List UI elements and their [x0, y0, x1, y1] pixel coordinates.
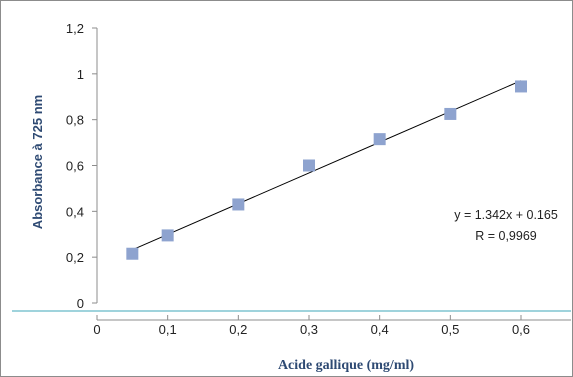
correlation-value: R = 0,9969 [475, 229, 537, 243]
y-tick-marks [92, 27, 97, 304]
data-point [126, 247, 139, 260]
data-points [126, 80, 527, 260]
x-tick-label: 0,1 [159, 322, 177, 337]
data-point [515, 80, 527, 93]
y-tick-label: 0,6 [66, 159, 84, 174]
y-tick-label: 1,2 [66, 21, 84, 36]
x-tick-label: 0,6 [512, 322, 530, 337]
x-tick-label: 0 [93, 322, 100, 337]
trendline-equation: y = 1.342x + 0.165 [454, 208, 558, 222]
data-point [303, 159, 315, 172]
y-tick-label: 0 [77, 296, 84, 311]
x-tick-label: 0,3 [300, 322, 318, 337]
x-axis-title: Acide gallique (mg/ml) [278, 358, 414, 373]
y-tick-label: 0,2 [66, 250, 84, 265]
data-point [373, 133, 386, 146]
x-tick-label: 0,4 [371, 322, 389, 337]
x-tick-marks [96, 315, 522, 320]
y-tick-label: 0,4 [66, 204, 84, 219]
y-tick-label: 0,8 [66, 113, 84, 128]
x-tick-labels: 0 0,1 0,2 0,3 0,4 0,5 0,6 [93, 322, 530, 337]
x-tick-label: 0,5 [441, 322, 459, 337]
y-axis-title: Absorbance à 725 nm [30, 95, 45, 229]
data-point [161, 229, 174, 242]
y-tick-label: 1 [77, 67, 84, 82]
y-tick-labels: 0 0,2 0,4 0,6 0,8 1 1,2 [66, 21, 84, 311]
trendline [132, 80, 522, 251]
data-point [232, 198, 245, 211]
x-tick-label: 0,2 [229, 322, 247, 337]
data-point [444, 107, 457, 120]
